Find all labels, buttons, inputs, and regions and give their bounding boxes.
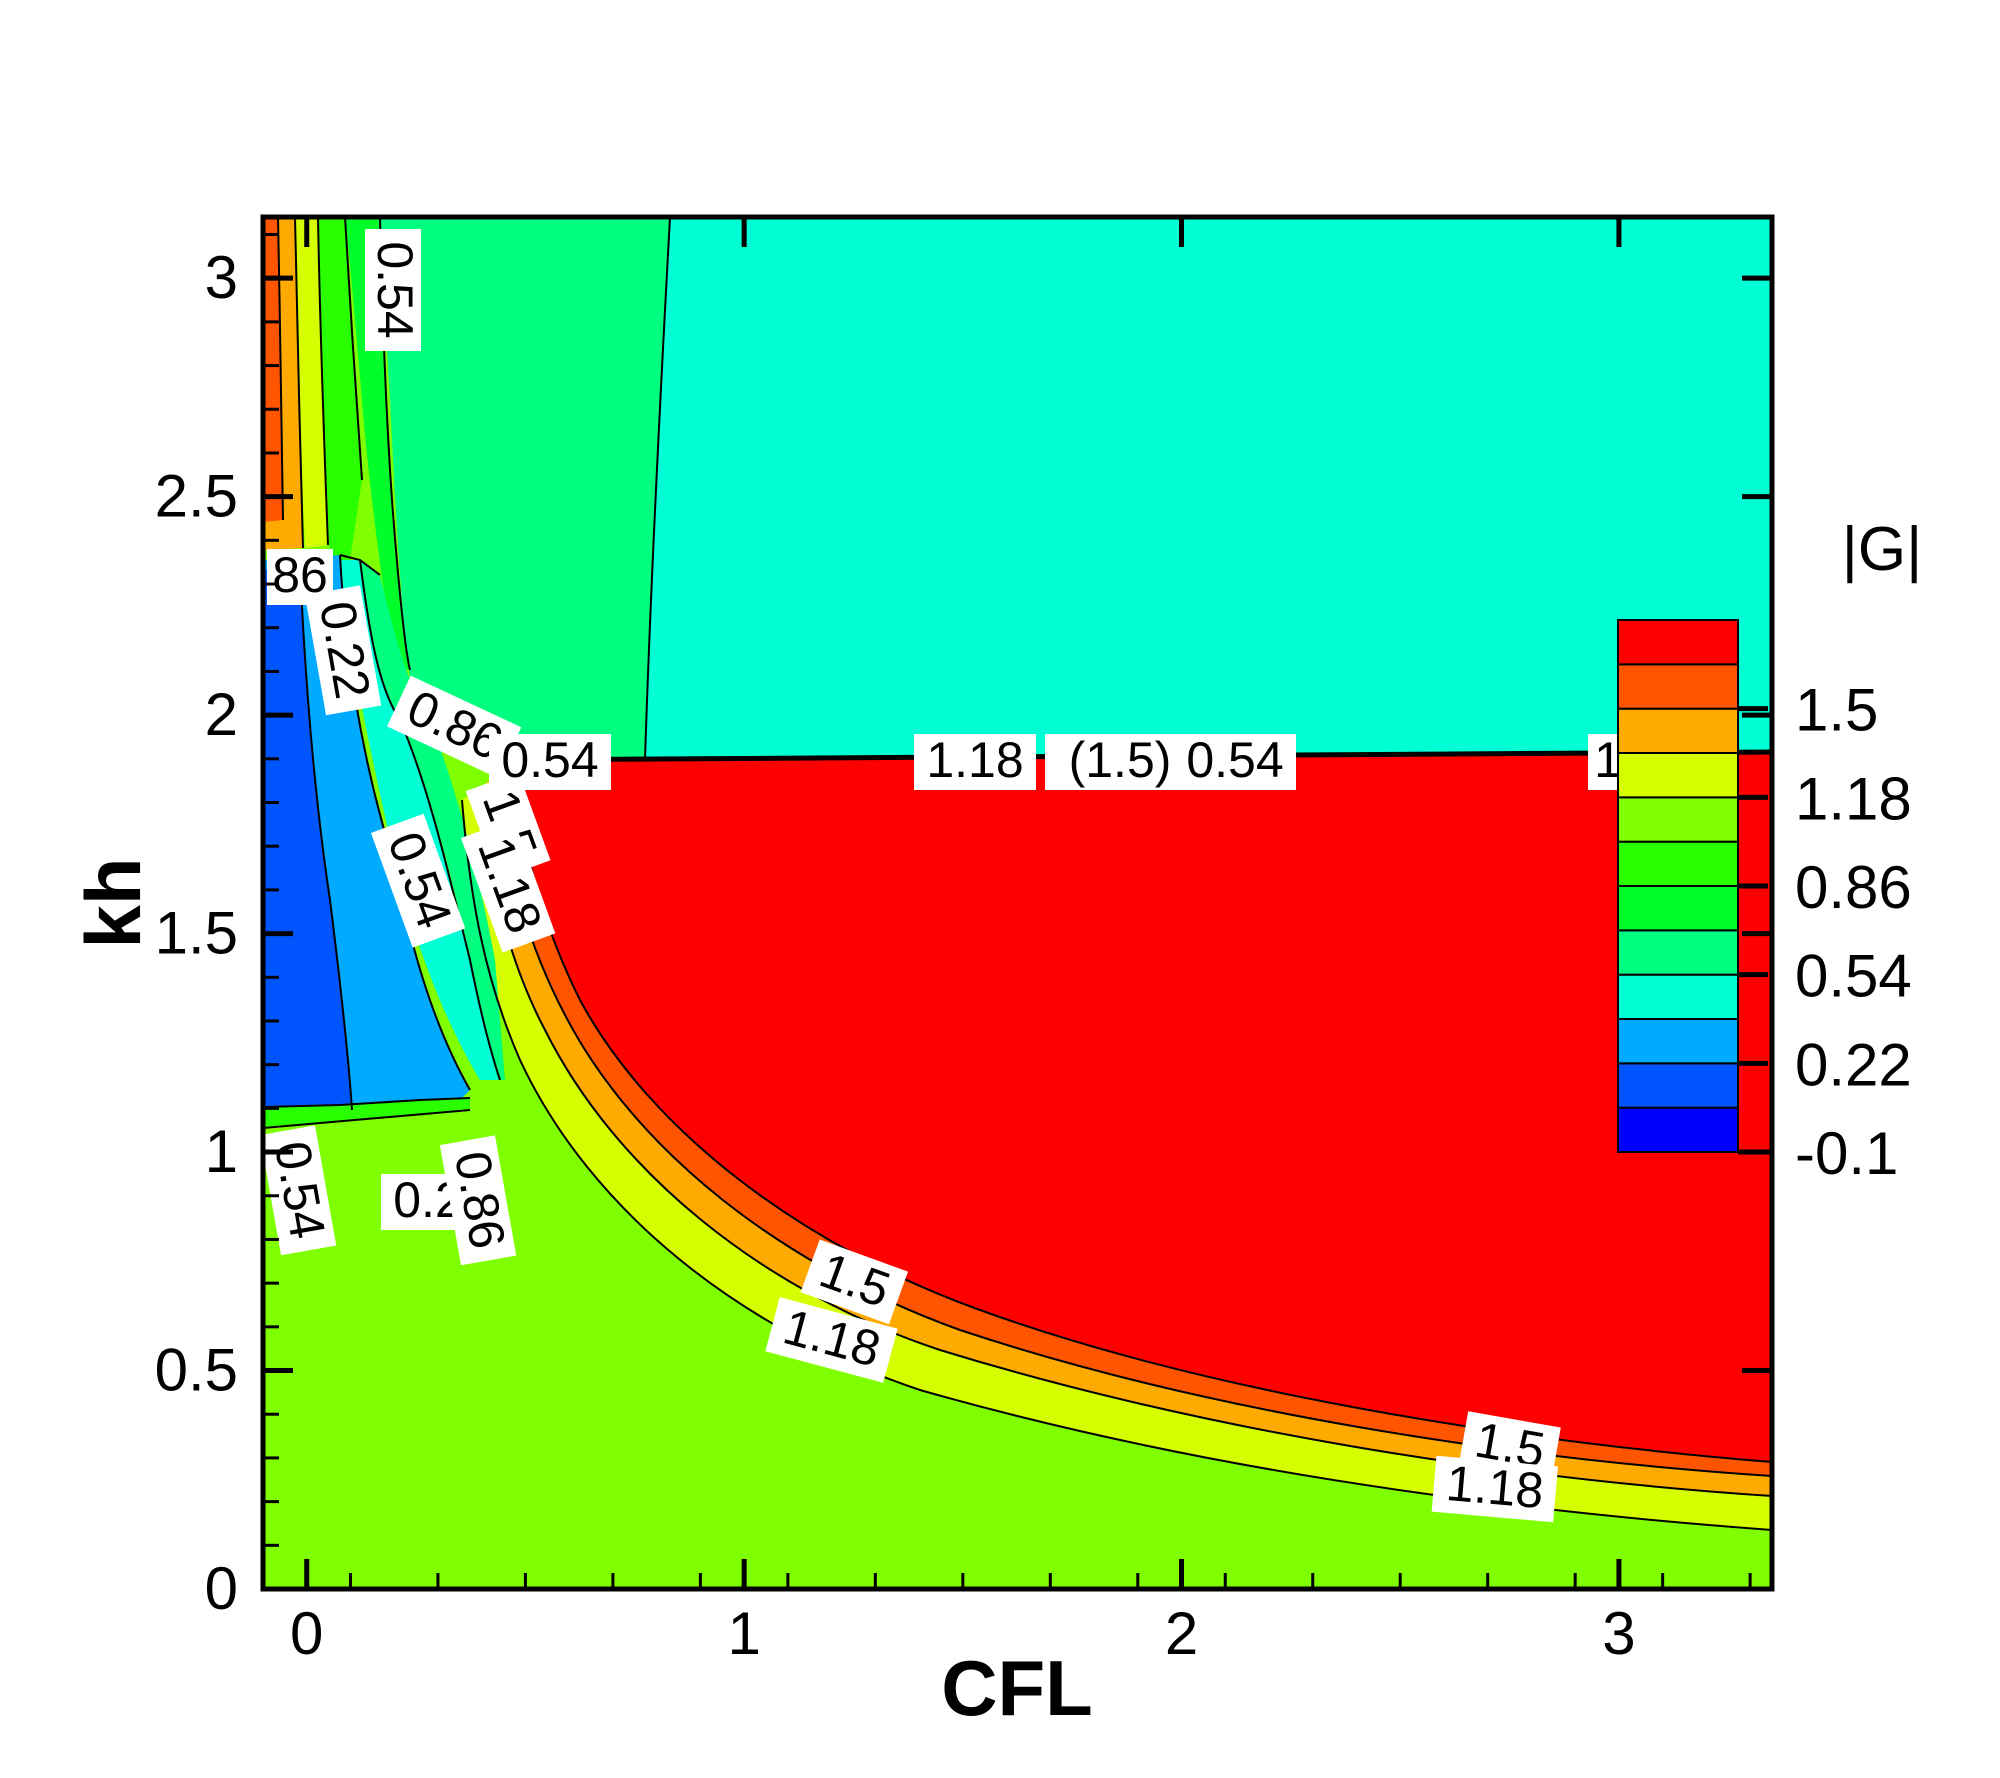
contour-label-bg (460, 818, 556, 953)
colorbar-tick-label: 0.86 (1795, 854, 1912, 921)
contour-line-16 (339, 554, 381, 576)
colorbar-swatch (1617, 707, 1739, 755)
contour-label-text: 0.54 (367, 241, 423, 338)
colorbar-swatch (1617, 663, 1739, 710)
y-axis-title: kh (69, 857, 157, 948)
colorbar-tick-label: 1.18 (1795, 765, 1912, 832)
colorbar (1617, 619, 1768, 1155)
contour-line-3 (344, 217, 363, 481)
contour-label: 0.54 (365, 229, 423, 351)
region-brightgreen-top (345, 217, 410, 670)
colorbar-swatch (1617, 1018, 1739, 1065)
y-tick-label: 1.5 (155, 900, 238, 967)
contour-fill-layer (263, 217, 1772, 1589)
colorbar-swatch (1617, 1106, 1739, 1153)
contour-label: 0.54 (489, 732, 611, 790)
colorbar-tick-label: 0.22 (1795, 1031, 1912, 1098)
contour-line-13 (359, 559, 501, 1081)
colorbar-title: |G| (1842, 515, 1922, 584)
contour-label-bg (370, 813, 466, 948)
y-tick-label: 0 (205, 1555, 238, 1622)
region-green-small (263, 1098, 470, 1128)
contour-label: 1.18 (914, 732, 1036, 790)
colorbar-swatch (1617, 840, 1739, 888)
contour-label-bg (304, 585, 382, 716)
y-axis-tick-labels: 0 0.5 1 1.5 2 2.5 3 (155, 244, 238, 1622)
colorbar-swatch (1617, 929, 1739, 976)
x-tick-label: 3 (1602, 1600, 1635, 1667)
colorbar-swatch (1617, 1062, 1739, 1109)
x-axis-title: CFL (941, 1644, 1093, 1732)
contour-line-11 (299, 564, 353, 1111)
contour-label-text: 1.18 (1444, 1455, 1546, 1519)
y-tick-label: 3 (205, 244, 238, 311)
contour-label-bg (439, 1135, 517, 1266)
contour-label-bg (765, 1297, 898, 1383)
colorbar-swatch (1617, 885, 1739, 932)
region-green-top (380, 217, 670, 762)
colorbar-labels: 1.5 1.18 0.86 0.54 0.22 -0.1 (1795, 677, 1912, 1187)
contour-line-6 (277, 217, 284, 521)
contour-label: 1.18 (1431, 1455, 1559, 1523)
region-red-main (510, 752, 1772, 1462)
x-tick-label: 0 (290, 1600, 323, 1667)
colorbar-swatch (1617, 796, 1739, 843)
colorbar-swatch (1617, 752, 1739, 799)
contour-label-text: 0.54 (1186, 732, 1283, 788)
y-tick-label: 2.5 (155, 463, 238, 530)
contour-line-1 (644, 217, 671, 761)
contour-label-bg (1431, 1455, 1559, 1523)
contour-line-4 (317, 217, 329, 546)
contour-line-14 (263, 1097, 471, 1108)
contour-label-bg (800, 1239, 909, 1325)
contour-label: (1.5) (1045, 732, 1195, 790)
region-cyan-top (645, 217, 1772, 760)
contour-label-bg (914, 734, 1036, 790)
contour-line-15 (263, 1109, 471, 1129)
colorbar-tick-label: 0.54 (1795, 943, 1912, 1010)
colorbar-swatch (1617, 973, 1739, 1021)
colorbar-tick-label: -0.1 (1795, 1120, 1898, 1187)
plot-frame (260, 214, 1775, 1592)
contour-line-5 (294, 217, 304, 549)
contour-label-bg (489, 734, 611, 790)
x-axis-tick-labels: 0 1 2 3 (290, 1600, 1636, 1667)
contour-label-text: (1.5) (1069, 732, 1172, 788)
contour-label-text: 1.18 (926, 732, 1023, 788)
contour-label-bg (365, 229, 421, 351)
colorbar-tick-label: 1.5 (1795, 677, 1878, 744)
y-tick-label: 0.5 (155, 1337, 238, 1404)
x-tick-label: 1 (727, 1600, 760, 1667)
y-tick-label: 2 (205, 681, 238, 748)
region-blue-left (263, 565, 352, 1112)
contour-label-bg (1174, 734, 1296, 790)
x-axis-ticks (261, 217, 1752, 1589)
contour-label: 0.54 (1174, 732, 1296, 790)
contour-label-bg (259, 1125, 337, 1256)
contour-label-text: 0.54 (501, 732, 598, 788)
y-tick-label: 1 (205, 1118, 238, 1185)
x-tick-label: 2 (1165, 1600, 1198, 1667)
region-darkorange-top (263, 217, 283, 522)
region-lime-top (318, 217, 362, 560)
contour-label-bg (1045, 734, 1195, 790)
contour-label-bg (387, 675, 522, 778)
contour-label-layer: 0.54860.220.860.540.541.51.180.20.860.54… (259, 229, 1628, 1523)
region-green-mid (360, 560, 505, 1080)
colorbar-swatch (1617, 619, 1739, 666)
